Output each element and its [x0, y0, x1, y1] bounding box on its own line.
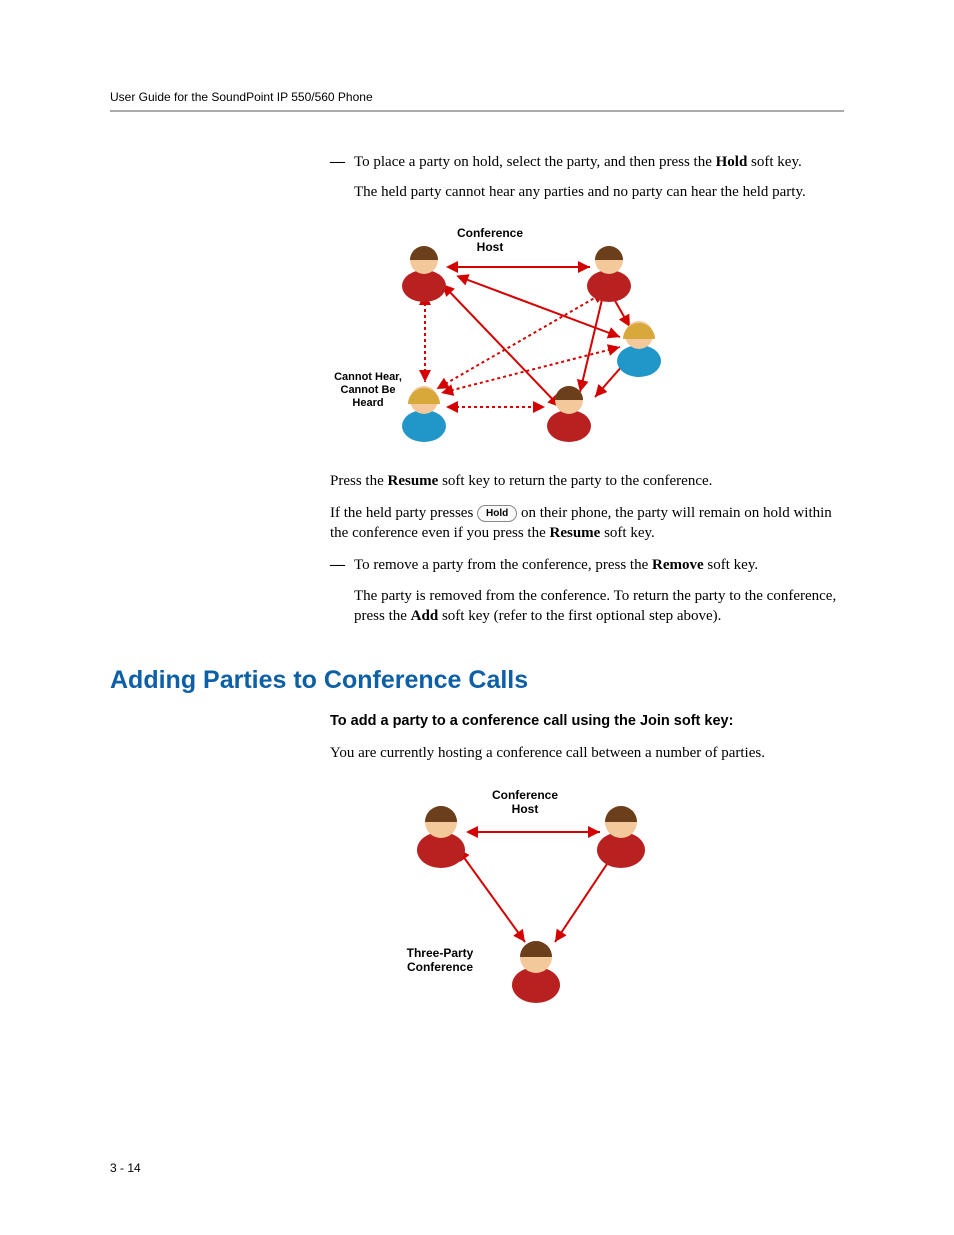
text: If the held party presses [330, 505, 477, 521]
section-subheading: To add a party to a conference call usin… [330, 713, 844, 729]
text: soft key. [747, 154, 801, 170]
text: The held party cannot hear any parties a… [354, 184, 806, 200]
text: soft key to return the party to the conf… [438, 473, 712, 489]
bold-remove: Remove [652, 557, 704, 573]
text: soft key (refer to the first optional st… [438, 608, 721, 624]
diagram1-host-label-l2: Host [477, 240, 504, 254]
text: To remove a party from the conference, p… [354, 557, 652, 573]
bold-hold: Hold [716, 154, 748, 170]
bullet-remove: — To remove a party from the conference,… [330, 555, 844, 575]
text: soft key. [704, 557, 758, 573]
diagram1-host-label-l1: Conference [457, 226, 523, 240]
diagram2-conf-l1: Three-Party [407, 946, 474, 960]
page-number: 3 - 14 [110, 1161, 141, 1175]
para-resume: Press the Resume soft key to return the … [330, 471, 844, 491]
diagram-three-party: Conference Host Three-Party Conference [370, 777, 680, 1007]
section-heading: Adding Parties to Conference Calls [110, 666, 844, 695]
diagram1-held-l1: Cannot Hear, [334, 371, 402, 383]
diagram2-conf-l2: Conference [407, 960, 473, 974]
bold-resume2: Resume [550, 525, 601, 541]
para-hold-button: If the held party presses Hold on their … [330, 503, 844, 544]
diagram-conference-hold: Conference Host Cannot Hear, Cannot Be H… [330, 217, 670, 457]
text: Press the [330, 473, 388, 489]
bold-add: Add [411, 608, 439, 624]
section-intro: You are currently hosting a conference c… [330, 743, 844, 763]
content-block-1: — To place a party on hold, select the p… [330, 152, 844, 626]
para-removed: The party is removed from the conference… [354, 586, 844, 627]
bold-resume: Resume [388, 473, 439, 489]
hold-button-icon: Hold [477, 505, 517, 523]
diagram1-held-l2: Cannot Be [341, 384, 396, 396]
bullet-dash: — [330, 555, 354, 575]
diagram2-host-l2: Host [512, 802, 539, 816]
diagram2-host-l1: Conference [492, 788, 558, 802]
text: soft key. [600, 525, 654, 541]
page: User Guide for the SoundPoint IP 550/560… [0, 0, 954, 1235]
bullet-text: To remove a party from the conference, p… [354, 555, 844, 575]
page-header: User Guide for the SoundPoint IP 550/560… [110, 90, 844, 112]
diagram1-held-l3: Heard [352, 397, 383, 409]
content-block-2: You are currently hosting a conference c… [330, 743, 844, 1007]
bullet-dash: — [330, 152, 354, 172]
bullet-text: To place a party on hold, select the par… [354, 152, 844, 172]
para-held-party: The held party cannot hear any parties a… [354, 182, 844, 202]
bullet-hold: — To place a party on hold, select the p… [330, 152, 844, 172]
text: To place a party on hold, select the par… [354, 154, 716, 170]
header-title: User Guide for the SoundPoint IP 550/560… [110, 90, 373, 104]
